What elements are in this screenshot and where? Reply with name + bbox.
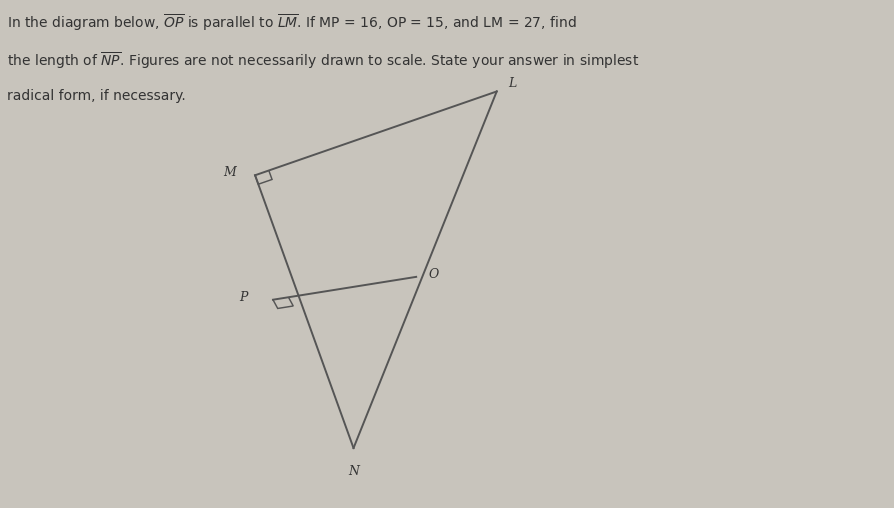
Text: the length of $\overline{NP}$. Figures are not necessarily drawn to scale. State: the length of $\overline{NP}$. Figures a… bbox=[7, 51, 638, 71]
Text: M: M bbox=[223, 166, 235, 179]
Text: N: N bbox=[348, 465, 358, 478]
Text: In the diagram below, $\overline{OP}$ is parallel to $\overline{LM}$. If MP = 16: In the diagram below, $\overline{OP}$ is… bbox=[7, 13, 576, 33]
Text: radical form, if necessary.: radical form, if necessary. bbox=[7, 89, 186, 103]
Text: P: P bbox=[239, 291, 248, 304]
Text: O: O bbox=[427, 268, 438, 281]
Text: L: L bbox=[507, 77, 516, 90]
